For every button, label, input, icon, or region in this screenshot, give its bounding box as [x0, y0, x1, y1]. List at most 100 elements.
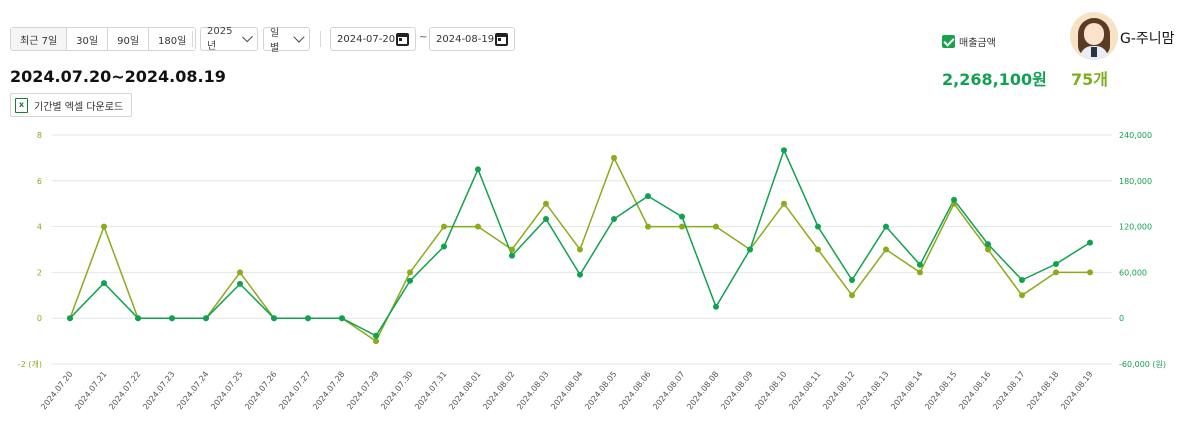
quantity-point[interactable] — [849, 292, 855, 299]
sales-point[interactable] — [101, 280, 107, 287]
range-90days-button[interactable]: 90일 — [108, 28, 150, 50]
sales-point[interactable] — [679, 213, 685, 220]
quantity-point[interactable] — [713, 223, 719, 230]
sales-point[interactable] — [475, 166, 481, 173]
sales-point[interactable] — [441, 243, 447, 250]
quantity-point[interactable] — [475, 223, 481, 230]
start-date-input[interactable]: 2024-07-20 — [330, 27, 416, 51]
period-title: 2024.07.20~2024.08.19 — [10, 67, 226, 86]
quantity-point[interactable] — [1019, 292, 1025, 299]
quantity-point[interactable] — [985, 246, 991, 253]
quantity-total: 75개 — [1071, 70, 1108, 89]
excel-download-button[interactable]: x 기간별 엑셀 다운로드 — [10, 93, 133, 117]
end-date-input[interactable]: 2024-08-19 — [429, 27, 515, 51]
quantity-point[interactable] — [611, 154, 617, 161]
quantity-point[interactable] — [1053, 269, 1059, 276]
quantity-point[interactable] — [1087, 269, 1093, 276]
excel-icon: x — [15, 97, 28, 113]
sales-point[interactable] — [543, 215, 549, 222]
range-30days-button[interactable]: 30일 — [67, 28, 109, 50]
sales-point[interactable] — [917, 261, 923, 268]
quantity-point[interactable] — [441, 223, 447, 230]
x-axis-tick: 2024.08.15 — [923, 370, 958, 412]
unit-select[interactable]: 일별 — [263, 27, 310, 54]
quantity-point[interactable] — [509, 246, 515, 253]
x-axis-tick: 2024.08.06 — [617, 370, 652, 412]
sales-point[interactable] — [339, 315, 345, 322]
sales-point[interactable] — [135, 315, 141, 322]
sales-point[interactable] — [883, 223, 889, 230]
sales-checkbox-label: 매출금액 — [959, 38, 996, 49]
x-axis-tick: 2024.08.17 — [991, 370, 1026, 412]
quantity-point[interactable] — [645, 223, 651, 230]
x-axis-tick: 2024.08.19 — [1059, 370, 1094, 412]
sales-checkbox-row[interactable]: 매출금액 — [942, 34, 996, 49]
quantity-point[interactable] — [101, 223, 107, 230]
x-axis-tick: 2024.08.07 — [651, 370, 686, 412]
x-axis-tick: 2024.08.03 — [515, 370, 550, 412]
sales-point[interactable] — [951, 196, 957, 203]
x-axis-tick: 2024.08.11 — [787, 370, 822, 412]
quantity-point[interactable] — [237, 269, 243, 276]
sales-point[interactable] — [815, 223, 821, 230]
right-axis-tick: 120,000 — [1119, 223, 1152, 232]
sales-point[interactable] — [203, 315, 209, 322]
year-select[interactable]: 2025년 — [200, 26, 258, 52]
toolbar-divider — [192, 31, 193, 47]
x-axis-tick: 2024.08.04 — [549, 370, 584, 412]
quantity-point[interactable] — [543, 200, 549, 207]
sales-point[interactable] — [509, 252, 515, 259]
left-axis-tick: 4 — [37, 223, 42, 232]
x-axis-tick: 2024.07.27 — [277, 370, 312, 412]
sales-point[interactable] — [713, 303, 719, 310]
sales-point[interactable] — [781, 147, 787, 154]
x-axis-tick: 2024.08.12 — [821, 370, 856, 412]
sales-checkbox[interactable] — [942, 35, 955, 48]
sales-point[interactable] — [67, 315, 73, 322]
right-axis-tick: 240,000 — [1119, 131, 1152, 140]
sales-point[interactable] — [849, 277, 855, 284]
chevron-down-icon — [242, 31, 253, 43]
quantity-point[interactable] — [679, 223, 685, 230]
sales-series-line — [69, 148, 1091, 337]
calendar-icon[interactable] — [396, 32, 409, 46]
excel-download-label: 기간별 엑셀 다운로드 — [34, 101, 124, 113]
range-180days-button[interactable]: 180일 — [149, 28, 196, 50]
sales-point[interactable] — [271, 315, 277, 322]
sales-point[interactable] — [1053, 261, 1059, 268]
year-select-value: 2025년 — [207, 26, 233, 52]
sales-point[interactable] — [373, 332, 379, 339]
quantity-point[interactable] — [917, 269, 923, 276]
quantity-point[interactable] — [407, 269, 413, 276]
x-axis-tick: 2024.07.29 — [345, 370, 380, 412]
sales-point[interactable] — [747, 246, 753, 253]
sales-point[interactable] — [611, 215, 617, 222]
sales-point[interactable] — [985, 241, 991, 248]
right-axis-tick: 180,000 — [1119, 177, 1152, 186]
sales-point[interactable] — [305, 315, 311, 322]
sales-point[interactable] — [1019, 277, 1025, 284]
quantity-point[interactable] — [883, 246, 889, 253]
sales-point[interactable] — [237, 280, 243, 287]
x-axis-tick: 2024.07.30 — [379, 370, 414, 412]
right-axis-tick: 0 — [1119, 314, 1124, 323]
avatar[interactable] — [1070, 12, 1118, 60]
quantity-point[interactable] — [815, 246, 821, 253]
sales-point[interactable] — [1087, 239, 1093, 246]
x-axis-tick: 2024.08.02 — [481, 370, 516, 412]
quantity-point[interactable] — [373, 338, 379, 345]
end-date-value: 2024-08-19 — [436, 33, 495, 45]
left-axis-tick: 2 — [37, 268, 42, 277]
sales-point[interactable] — [645, 193, 651, 200]
calendar-icon[interactable] — [495, 32, 508, 46]
x-axis-tick: 2024.08.14 — [889, 370, 924, 412]
x-axis-tick: 2024.08.01 — [447, 370, 482, 412]
sales-point[interactable] — [169, 315, 175, 322]
sales-point[interactable] — [577, 271, 583, 278]
x-axis-tick: 2024.07.23 — [141, 370, 176, 412]
x-axis-tick: 2024.07.28 — [311, 370, 346, 412]
quantity-point[interactable] — [577, 246, 583, 253]
range-7days-button[interactable]: 최근 7일 — [11, 28, 68, 50]
quantity-point[interactable] — [781, 200, 787, 207]
sales-point[interactable] — [407, 277, 413, 284]
